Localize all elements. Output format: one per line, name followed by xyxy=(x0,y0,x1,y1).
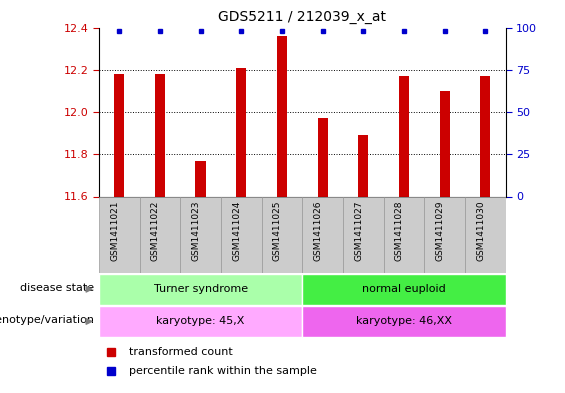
Bar xyxy=(99,196,140,273)
Bar xyxy=(358,135,368,196)
Bar xyxy=(343,196,384,273)
Bar xyxy=(195,161,206,196)
Text: karyotype: 45,X: karyotype: 45,X xyxy=(157,316,245,327)
Text: GSM1411024: GSM1411024 xyxy=(232,200,241,261)
Bar xyxy=(114,74,124,196)
Bar xyxy=(318,118,328,196)
Text: karyotype: 46,XX: karyotype: 46,XX xyxy=(356,316,452,327)
Bar xyxy=(384,196,424,273)
Text: genotype/variation: genotype/variation xyxy=(0,315,94,325)
Bar xyxy=(236,68,246,196)
Text: GSM1411029: GSM1411029 xyxy=(436,200,445,261)
Bar xyxy=(440,91,450,196)
Bar xyxy=(424,196,465,273)
Text: GSM1411021: GSM1411021 xyxy=(110,200,119,261)
Bar xyxy=(180,196,221,273)
Text: normal euploid: normal euploid xyxy=(362,284,446,294)
Bar xyxy=(399,76,409,196)
Bar xyxy=(99,306,302,337)
Text: GSM1411025: GSM1411025 xyxy=(273,200,282,261)
Text: GSM1411030: GSM1411030 xyxy=(476,200,485,261)
Text: GSM1411028: GSM1411028 xyxy=(395,200,404,261)
Bar xyxy=(262,196,302,273)
Text: percentile rank within the sample: percentile rank within the sample xyxy=(129,365,318,376)
Bar xyxy=(465,196,506,273)
Text: transformed count: transformed count xyxy=(129,347,233,357)
Text: Turner syndrome: Turner syndrome xyxy=(154,284,247,294)
Text: GSM1411027: GSM1411027 xyxy=(354,200,363,261)
Bar xyxy=(140,196,180,273)
Bar xyxy=(480,76,490,196)
Title: GDS5211 / 212039_x_at: GDS5211 / 212039_x_at xyxy=(218,10,386,24)
Bar xyxy=(155,74,165,196)
Bar xyxy=(221,196,262,273)
Bar xyxy=(99,274,302,305)
Text: GSM1411023: GSM1411023 xyxy=(192,200,201,261)
Bar xyxy=(277,36,287,197)
Text: GSM1411022: GSM1411022 xyxy=(151,200,160,261)
Bar xyxy=(302,306,506,337)
Bar xyxy=(302,274,506,305)
Bar xyxy=(302,196,343,273)
Text: GSM1411026: GSM1411026 xyxy=(314,200,323,261)
Text: disease state: disease state xyxy=(20,283,94,293)
